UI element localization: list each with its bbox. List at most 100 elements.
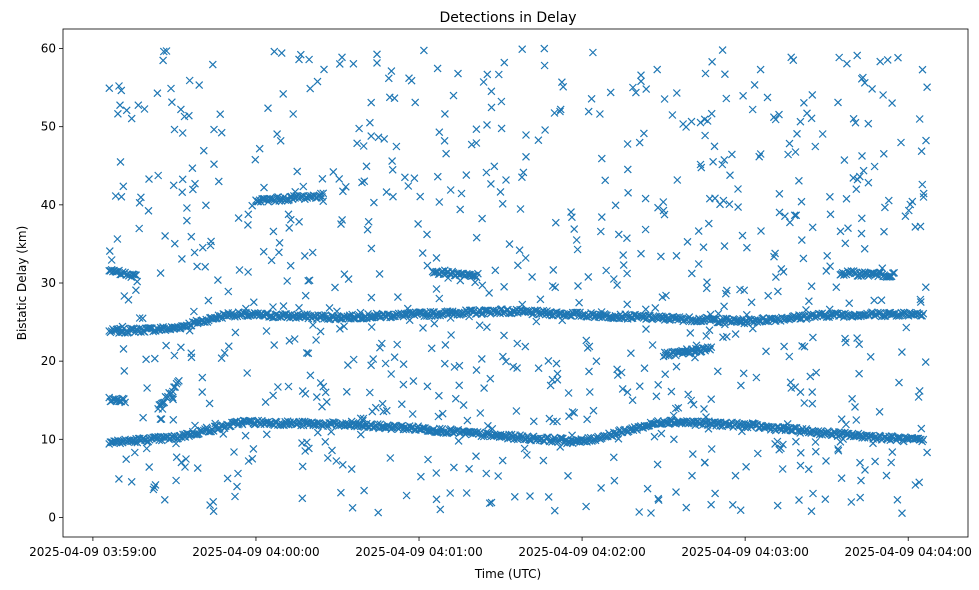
detection-point bbox=[785, 218, 794, 227]
detection-point bbox=[438, 409, 447, 418]
detection-point bbox=[168, 393, 177, 402]
detection-point bbox=[185, 76, 194, 85]
detection-point bbox=[113, 235, 122, 243]
detection-point bbox=[547, 438, 556, 446]
detection-point bbox=[822, 456, 830, 465]
detection-point bbox=[153, 89, 162, 98]
detection-point bbox=[427, 344, 436, 353]
detection-point bbox=[210, 160, 218, 169]
detection-point bbox=[488, 306, 497, 315]
detection-point bbox=[548, 375, 557, 384]
detection-point bbox=[738, 231, 747, 240]
detection-point bbox=[441, 340, 450, 349]
detection-point bbox=[360, 177, 369, 186]
detection-point bbox=[472, 139, 481, 147]
detection-point bbox=[679, 120, 688, 128]
x-axis: 2025-04-09 03:59:00 2025-04-09 04:00:00 20… bbox=[29, 537, 972, 559]
chart-title: Detections in Delay bbox=[439, 10, 576, 26]
detection-point bbox=[262, 327, 271, 335]
detection-point bbox=[923, 83, 932, 92]
detection-point bbox=[841, 239, 850, 248]
detection-point bbox=[888, 310, 897, 318]
detection-point bbox=[365, 118, 374, 127]
detection-point bbox=[857, 214, 866, 223]
detection-point bbox=[204, 296, 213, 305]
detection-point bbox=[546, 381, 555, 390]
detection-point bbox=[170, 383, 178, 392]
detection-point bbox=[449, 463, 458, 472]
detection-point bbox=[702, 284, 711, 293]
detection-point bbox=[672, 362, 681, 371]
detection-point bbox=[277, 49, 286, 58]
detection-point bbox=[860, 244, 869, 253]
detection-point bbox=[842, 194, 851, 203]
detection-point bbox=[707, 445, 716, 453]
detection-point bbox=[857, 229, 866, 238]
detection-point bbox=[821, 495, 830, 504]
detection-point bbox=[115, 397, 123, 406]
detection-point bbox=[696, 160, 705, 169]
detection-point bbox=[575, 298, 584, 307]
detection-point bbox=[338, 53, 346, 62]
detection-point bbox=[170, 239, 179, 248]
detection-point bbox=[556, 442, 565, 451]
detection-point bbox=[858, 151, 866, 160]
detection-point bbox=[617, 312, 626, 321]
detection-point bbox=[771, 115, 780, 124]
detection-point bbox=[711, 489, 720, 498]
detection-point bbox=[716, 418, 725, 427]
detection-point bbox=[702, 332, 711, 340]
detection-point bbox=[209, 507, 218, 516]
detection-point bbox=[887, 458, 896, 467]
detection-point bbox=[589, 406, 598, 415]
detection-point bbox=[169, 181, 178, 190]
detection-point bbox=[319, 189, 328, 198]
detection-point bbox=[624, 188, 633, 197]
detection-point bbox=[804, 297, 813, 306]
detection-point bbox=[797, 197, 806, 206]
detection-point bbox=[588, 48, 597, 57]
detection-point bbox=[720, 302, 729, 311]
detection-point bbox=[513, 261, 522, 270]
detection-point bbox=[285, 336, 294, 345]
detection-point bbox=[202, 423, 211, 432]
detection-point bbox=[301, 447, 310, 455]
detection-point bbox=[440, 359, 449, 368]
x-tick-label: 2025-04-09 04:01:00 bbox=[355, 545, 482, 559]
detection-point bbox=[707, 395, 716, 404]
detection-point bbox=[736, 381, 745, 390]
detection-point bbox=[513, 364, 522, 373]
detection-point bbox=[315, 191, 324, 200]
detection-point bbox=[773, 501, 782, 510]
detection-point bbox=[577, 435, 586, 443]
detection-point bbox=[223, 474, 232, 483]
detection-point bbox=[918, 65, 927, 74]
detection-point bbox=[198, 388, 207, 397]
detection-point bbox=[107, 256, 116, 264]
detection-point bbox=[696, 118, 705, 127]
detection-point bbox=[335, 314, 344, 323]
detection-point bbox=[150, 354, 159, 363]
detection-point bbox=[917, 147, 926, 156]
detection-point bbox=[472, 366, 481, 375]
detection-point bbox=[791, 383, 800, 392]
detection-point bbox=[198, 373, 207, 382]
detection-point bbox=[210, 125, 218, 134]
detection-point bbox=[628, 83, 637, 92]
detection-point bbox=[734, 203, 743, 212]
detection-point bbox=[135, 224, 144, 233]
detection-point bbox=[362, 162, 371, 171]
detection-point bbox=[387, 370, 396, 378]
detection-point bbox=[305, 55, 314, 64]
detection-point bbox=[606, 88, 615, 97]
detection-point bbox=[408, 410, 417, 418]
detection-point bbox=[167, 98, 176, 107]
detection-point bbox=[611, 201, 620, 210]
detection-point bbox=[224, 342, 233, 351]
detection-point bbox=[792, 211, 801, 220]
detection-point bbox=[614, 434, 623, 443]
detection-point bbox=[914, 393, 923, 401]
detection-point bbox=[534, 308, 543, 316]
detection-point bbox=[338, 460, 347, 469]
detection-point bbox=[435, 198, 444, 206]
